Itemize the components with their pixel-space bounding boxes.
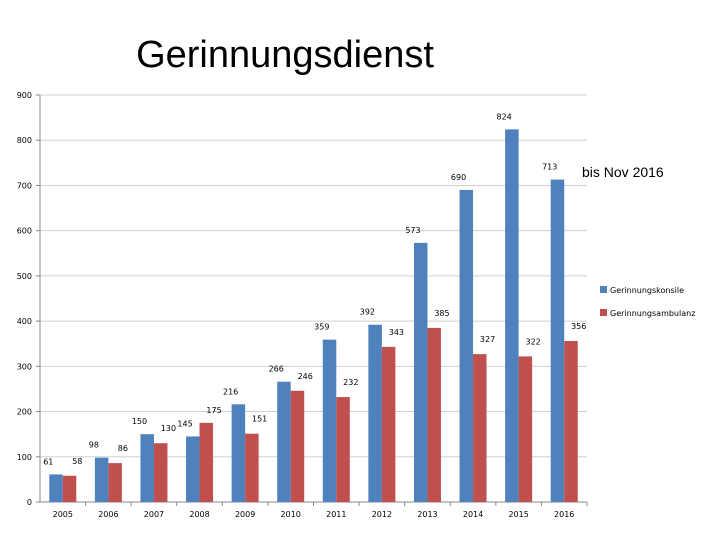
legend-label: Gerinnungskonsile (610, 286, 684, 295)
bar-konsile-2013 (413, 242, 428, 503)
data-label: 356 (571, 322, 586, 331)
bar-ambulanz-2005 (62, 475, 77, 502)
y-tick-label: 800 (17, 136, 32, 145)
data-label: 145 (177, 419, 192, 428)
bar-konsile-2009 (231, 404, 246, 502)
x-tick-label: 2007 (144, 510, 164, 519)
data-label: 98 (89, 441, 99, 450)
y-tick-label: 0 (27, 498, 32, 507)
bar-konsile-2010 (277, 381, 291, 502)
y-tick-label: 300 (17, 362, 32, 371)
chart-title: Gerinnungsdienst (136, 34, 434, 76)
bar-konsile-2014 (459, 189, 474, 502)
data-label: 713 (542, 163, 557, 172)
bar-konsile-2015 (505, 129, 519, 502)
data-label: 327 (480, 335, 495, 344)
bar-konsile-2006 (94, 457, 109, 502)
bar-konsile-2008 (186, 436, 200, 502)
y-tick-label: 700 (17, 181, 32, 190)
x-tick-label: 2008 (189, 510, 209, 519)
bar-ambulanz-2010 (290, 390, 305, 502)
data-label: 322 (525, 337, 540, 346)
bar-ambulanz-2012 (381, 346, 396, 502)
legend-swatch (600, 309, 607, 316)
data-label: 573 (405, 226, 420, 235)
x-tick-label: 2005 (53, 510, 73, 519)
bar-ambulanz-2015 (518, 356, 533, 502)
x-tick-label: 2006 (98, 510, 118, 519)
bar-konsile-2012 (368, 324, 382, 502)
data-label: 385 (434, 309, 449, 318)
y-tick-label: 900 (17, 91, 32, 100)
legend-swatch (600, 286, 607, 293)
y-tick-label: 500 (17, 272, 32, 281)
data-label: 824 (496, 112, 511, 121)
data-label: 86 (118, 444, 128, 453)
y-tick-label: 600 (17, 227, 32, 236)
data-label: 175 (206, 406, 221, 415)
data-label: 150 (132, 417, 147, 426)
data-label: 343 (389, 328, 404, 337)
x-tick-label: 2009 (235, 510, 255, 519)
bar-ambulanz-2009 (245, 433, 259, 502)
bar-ambulanz-2013 (427, 327, 441, 502)
data-label: 232 (343, 378, 358, 387)
data-label: 61 (43, 457, 53, 466)
bar-ambulanz-2006 (108, 463, 122, 502)
x-tick-label: 2014 (463, 510, 483, 519)
bar-ambulanz-2011 (336, 397, 350, 502)
bar-ambulanz-2008 (199, 422, 214, 502)
x-tick-label: 2016 (554, 510, 574, 519)
bar-ambulanz-2014 (473, 354, 487, 502)
legend-label: Gerinnungsambulanz (610, 309, 695, 318)
bar-konsile-2016 (550, 179, 565, 502)
bar-konsile-2011 (322, 339, 337, 502)
bar-ambulanz-2016 (564, 341, 578, 502)
data-label: 392 (360, 308, 375, 317)
y-tick-label: 200 (17, 408, 32, 417)
bar-konsile-2005 (49, 474, 63, 502)
data-label: 216 (223, 387, 238, 396)
bar-ambulanz-2007 (153, 443, 168, 502)
x-tick-label: 2011 (326, 510, 346, 519)
x-tick-label: 2010 (281, 510, 301, 519)
data-label: 130 (161, 424, 176, 433)
y-tick-label: 400 (17, 317, 32, 326)
annotation-note: bis Nov 2016 (582, 164, 664, 180)
data-label: 359 (314, 323, 329, 332)
x-tick-label: 2015 (508, 510, 528, 519)
data-label: 246 (298, 372, 313, 381)
data-label: 151 (252, 415, 267, 424)
data-label: 58 (72, 457, 82, 466)
data-label: 266 (269, 365, 284, 374)
x-tick-label: 2013 (417, 510, 437, 519)
bar-konsile-2007 (140, 434, 154, 502)
x-tick-label: 2012 (372, 510, 392, 519)
data-label: 690 (451, 173, 466, 182)
y-tick-label: 100 (17, 453, 32, 462)
